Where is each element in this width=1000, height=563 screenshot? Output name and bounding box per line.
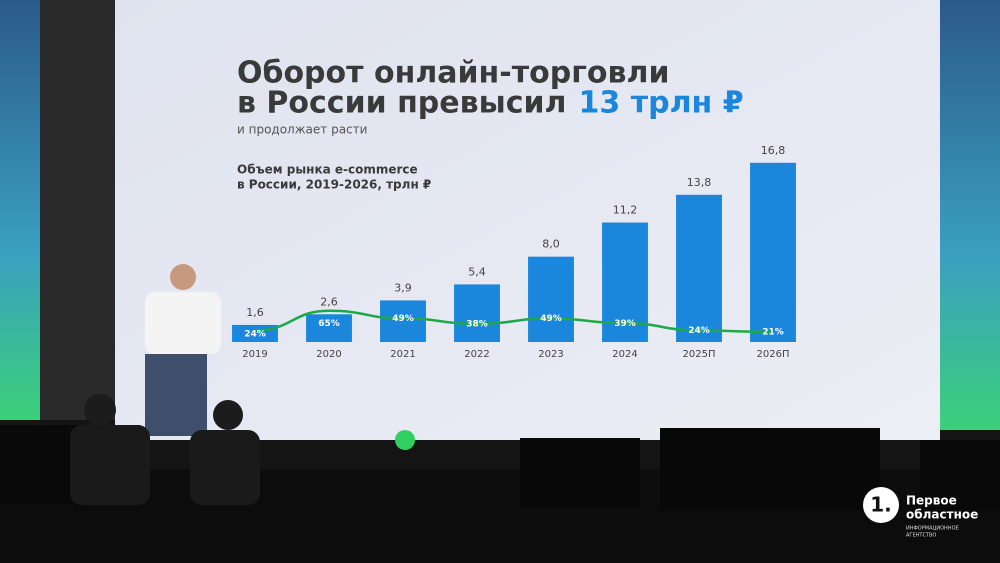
x-tick-label: 2019	[242, 349, 267, 360]
title-line: Оборот онлайн-торговли	[237, 56, 669, 91]
bar	[454, 284, 500, 342]
logo-tagline: АГЕНТСТВО	[906, 533, 936, 539]
growth-line	[254, 309, 774, 334]
axis-label: в России, 2019-2026, трлн ₽	[237, 178, 431, 192]
bar	[750, 162, 796, 342]
screen	[115, 0, 940, 440]
pillar	[40, 0, 115, 420]
stage-light	[395, 430, 415, 450]
growth-label: 38%	[466, 319, 488, 329]
growth-label: 49%	[392, 314, 414, 324]
growth-label: 24%	[688, 326, 710, 336]
value-label: 11,2	[613, 204, 638, 217]
presenter	[145, 264, 221, 436]
x-tick-label: 2020	[316, 349, 341, 360]
audience	[70, 394, 260, 505]
speaker	[520, 438, 640, 508]
logo-name: Первое	[906, 494, 957, 508]
title-highlight: 13 трлн ₽	[579, 86, 744, 121]
subtitle: и продолжает расти	[237, 123, 367, 137]
growth-label: 49%	[540, 314, 562, 324]
value-label: 8,0	[542, 238, 560, 251]
x-tick-label: 2026П	[757, 349, 790, 360]
x-tick-label: 2023	[538, 349, 563, 360]
growth-label: 39%	[614, 319, 636, 329]
value-label: 16,8	[761, 144, 786, 157]
x-tick-label: 2021	[390, 349, 415, 360]
logo-tagline: ИНФОРМАЦИОННОЕ	[906, 526, 959, 532]
logo-mark: 1.	[870, 493, 892, 517]
x-tick-label: 2022	[464, 349, 489, 360]
value-label: 5,4	[468, 265, 486, 278]
speaker	[660, 428, 880, 510]
growth-label: 65%	[318, 319, 340, 329]
value-label: 1,6	[246, 306, 264, 319]
value-label: 3,9	[394, 281, 412, 294]
bar	[528, 256, 574, 342]
speaker	[920, 440, 1000, 510]
value-label: 13,8	[687, 176, 712, 189]
growth-label: 24%	[244, 329, 266, 339]
logo-name: областное	[906, 508, 978, 522]
bar	[676, 194, 722, 342]
x-tick-label: 2024	[612, 349, 637, 360]
value-label: 2,6	[320, 295, 338, 308]
bar	[380, 300, 426, 342]
x-tick-label: 2025П	[683, 349, 716, 360]
title-line: в России превысил	[237, 86, 567, 121]
growth-label: 21%	[762, 327, 784, 337]
left-light	[0, 0, 40, 420]
axis-label: Объем рынка e-commerce	[237, 163, 418, 177]
bar	[306, 314, 352, 342]
logo-mark-bg	[863, 487, 899, 523]
right-light	[940, 0, 1000, 430]
